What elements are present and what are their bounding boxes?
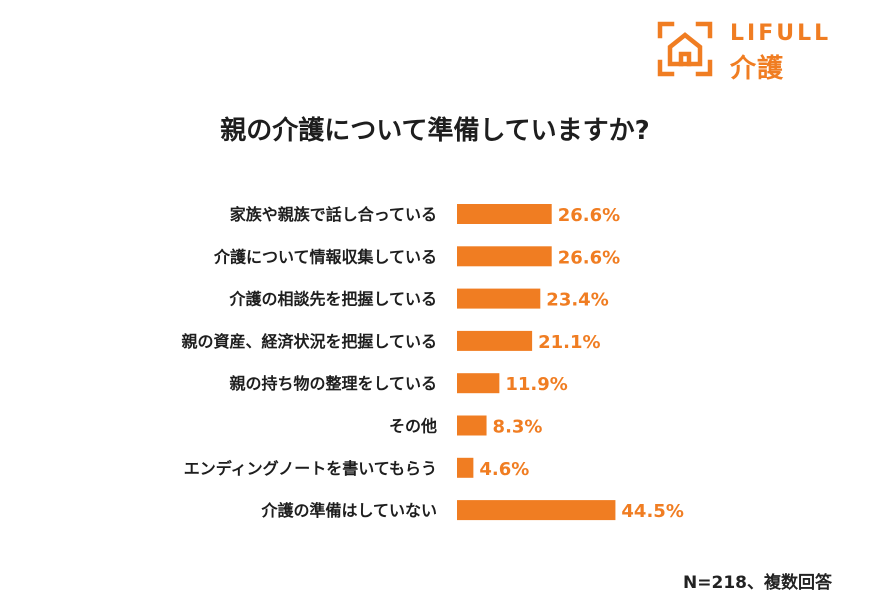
category-label: 介護の準備はしていない: [260, 501, 437, 520]
chart-title: 親の介護について準備していますか?: [220, 116, 650, 146]
category-label: 介護について情報収集している: [213, 247, 437, 266]
value-label: 4.6%: [479, 459, 529, 480]
bar: [457, 457, 474, 478]
house-frame-icon: [657, 21, 713, 77]
value-label: 26.6%: [558, 205, 620, 226]
category-label: 介護の相談先を把握している: [228, 290, 437, 309]
bar: [457, 246, 552, 267]
bar: [457, 288, 541, 309]
brand-name-top: LIFULL: [730, 21, 832, 46]
category-label: 親の資産、経済状況を把握している: [181, 332, 437, 351]
value-label: 11.9%: [505, 374, 567, 395]
bar: [457, 330, 533, 351]
bar: [457, 204, 552, 224]
value-label: 21.1%: [538, 332, 600, 353]
bar: [457, 500, 616, 521]
value-label: 44.5%: [621, 501, 683, 522]
value-label: 8.3%: [493, 417, 543, 438]
category-label: 家族や親族で話し合っている: [230, 205, 437, 224]
category-label: 親の持ち物の整理をしている: [229, 374, 437, 393]
value-label: 23.4%: [546, 290, 608, 311]
bar: [457, 373, 500, 394]
brand-logo: LIFULL 介護: [656, 20, 856, 84]
brand-name-bottom: 介護: [730, 54, 785, 84]
category-label: その他: [389, 417, 437, 436]
bar: [457, 415, 487, 436]
category-label: エンディングノートを書いてもらう: [184, 459, 437, 478]
sample-size-note: N=218、複数回答: [683, 573, 832, 593]
value-label: 26.6%: [558, 247, 620, 268]
